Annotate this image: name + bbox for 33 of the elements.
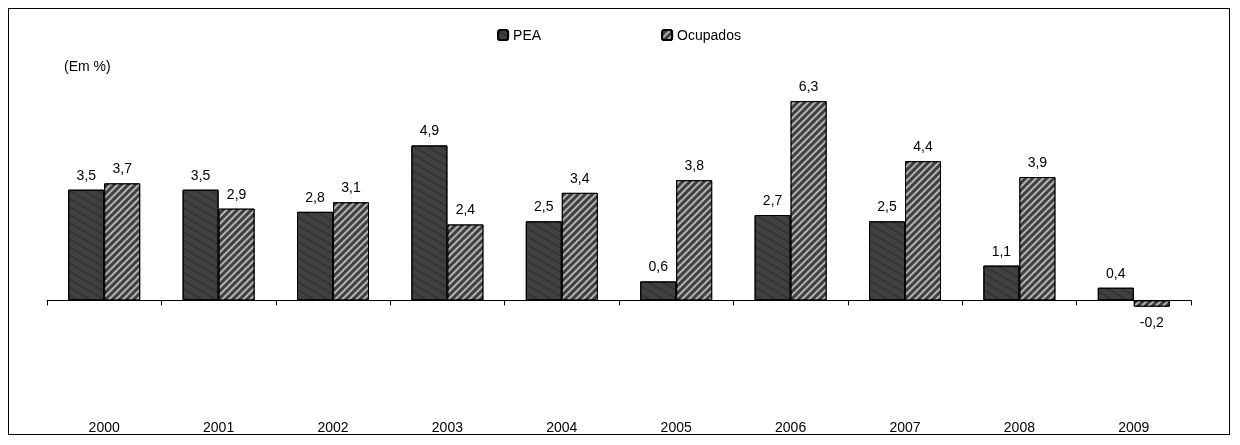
data-label: 3,7 [112,160,133,177]
x-tick-label: 2004 [546,419,578,435]
data-label: 3,5 [76,166,97,183]
x-tick-label: 2005 [660,419,692,435]
data-label: 3,5 [190,166,211,183]
data-label: 1,1 [991,242,1012,259]
data-label: 3,9 [1027,154,1048,171]
x-tick-label: 2000 [88,419,120,435]
data-label: 6,3 [798,78,819,95]
x-tick-label: 2002 [317,419,349,435]
text: (Em %) [64,58,111,74]
data-label: 4,9 [419,122,440,139]
x-tick-label: 2003 [431,419,464,435]
x-tick-label: 2001 [203,419,235,435]
data-label: 3,4 [570,169,590,186]
data-label: 2,9 [226,185,247,202]
data-label: 3,1 [341,179,361,196]
data-label: 2,5 [534,198,554,215]
x-tick-label: 2006 [775,419,807,435]
x-tick-label: 2009 [1118,419,1150,435]
data-label: 4,4 [913,138,933,155]
data-label: 3,8 [684,157,705,174]
legend-label: Ocupados [677,27,741,43]
data-label: -0,2 [1139,313,1165,330]
data-label: 2,8 [305,188,325,205]
x-tick-label: 2008 [1003,419,1036,435]
data-label: 0,6 [648,258,669,275]
x-tick-label: 2007 [889,419,921,435]
data-label: 2,4 [455,201,476,218]
data-label: 2,5 [877,198,897,215]
data-label: 0,4 [1106,264,1126,281]
data-label: 2,7 [762,191,783,208]
legend-label: PEA [513,27,542,43]
